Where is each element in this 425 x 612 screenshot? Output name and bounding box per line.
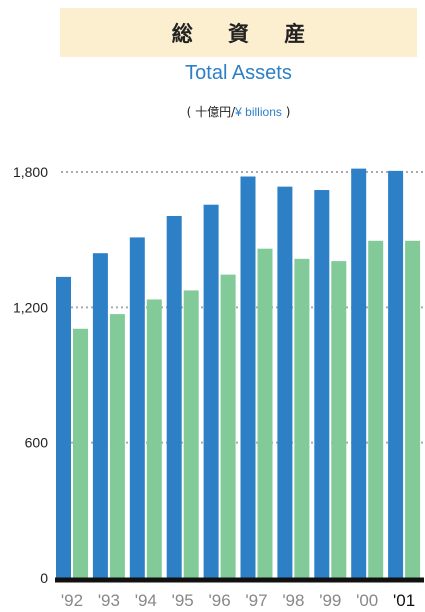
bar-series-2	[294, 258, 310, 578]
x-tick-label: '01	[393, 591, 415, 610]
bar-series-1	[351, 168, 367, 578]
x-tick-label: '00	[356, 591, 378, 610]
bar-series-2	[220, 274, 236, 578]
bar-series-2	[257, 248, 273, 578]
title-banner: 総 資 産	[60, 8, 417, 57]
x-tick-label: '96	[209, 591, 231, 610]
y-tick-label: 0	[40, 570, 48, 586]
chart-title-english: Total Assets	[185, 62, 292, 84]
bar-series-1	[388, 170, 404, 578]
chart-title-japanese: 総 資 産	[171, 21, 320, 46]
x-tick-label: '93	[98, 591, 120, 610]
bar-series-2	[331, 261, 347, 578]
bar-series-2	[73, 328, 88, 578]
unit-label: ( 十億円/¥ billions )	[60, 103, 417, 120]
bar-series-2	[146, 299, 162, 578]
bar-series-2	[109, 314, 125, 578]
unit-close-paren: )	[285, 105, 291, 119]
bar-series-1	[203, 204, 219, 578]
x-tick-label: '94	[135, 591, 157, 610]
x-tick-label: '97	[245, 591, 267, 610]
bar-series-2	[183, 290, 199, 578]
bar-series-1	[240, 176, 256, 578]
y-tick-label: 1,200	[13, 299, 48, 315]
unit-label-japanese: 十億円/	[195, 105, 236, 119]
y-tick-label: 600	[25, 435, 49, 451]
bar-series-1	[314, 190, 330, 579]
bar-series-1	[166, 215, 182, 578]
bar-series-1	[56, 276, 71, 578]
unit-open-paren: (	[186, 105, 192, 119]
unit-label-english: ¥ billions	[235, 105, 282, 119]
x-tick-label: '98	[282, 591, 304, 610]
y-tick-label: 1,800	[13, 164, 48, 180]
x-tick-label: '99	[319, 591, 341, 610]
bar-chart: 0 600 1,200 1,800 '92 '93 '94 '95 '96 '97 '98 '99 '0…	[13, 164, 424, 610]
x-tick-label: '95	[172, 591, 194, 610]
bar-series-2	[405, 240, 421, 578]
x-tick-label: '92	[61, 591, 83, 610]
bar-series-1	[92, 253, 108, 578]
bar-series-2	[368, 240, 384, 578]
bar-series-1	[129, 237, 145, 578]
bar-series-1	[277, 186, 293, 578]
